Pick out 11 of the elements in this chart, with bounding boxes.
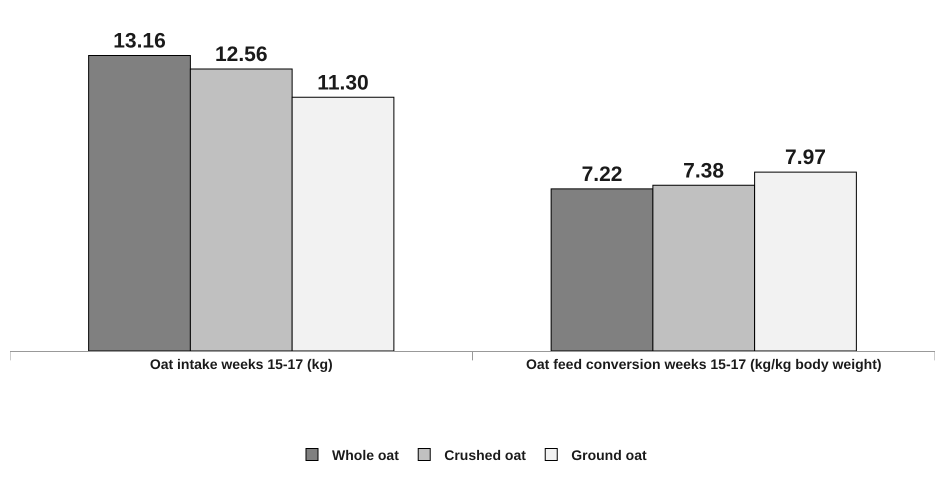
data-label: 7.38 [683, 159, 724, 182]
data-label: 7.22 [582, 162, 622, 186]
x-tick-label: Oat intake weeks 15-17 (kg) [150, 356, 333, 372]
x-tick-label: Oat feed conversion weeks 15-17 (kg/kg body weight) [526, 356, 882, 372]
legend-label: Ground oat [571, 447, 648, 464]
data-label: 13.16 [113, 30, 166, 53]
data-label: 7.97 [785, 146, 826, 170]
legend-label: Whole oat [332, 447, 400, 464]
data-label: 11.30 [317, 71, 369, 94]
data-label: 12.56 [214, 43, 268, 66]
legend-label: Crushed oat [444, 447, 526, 464]
